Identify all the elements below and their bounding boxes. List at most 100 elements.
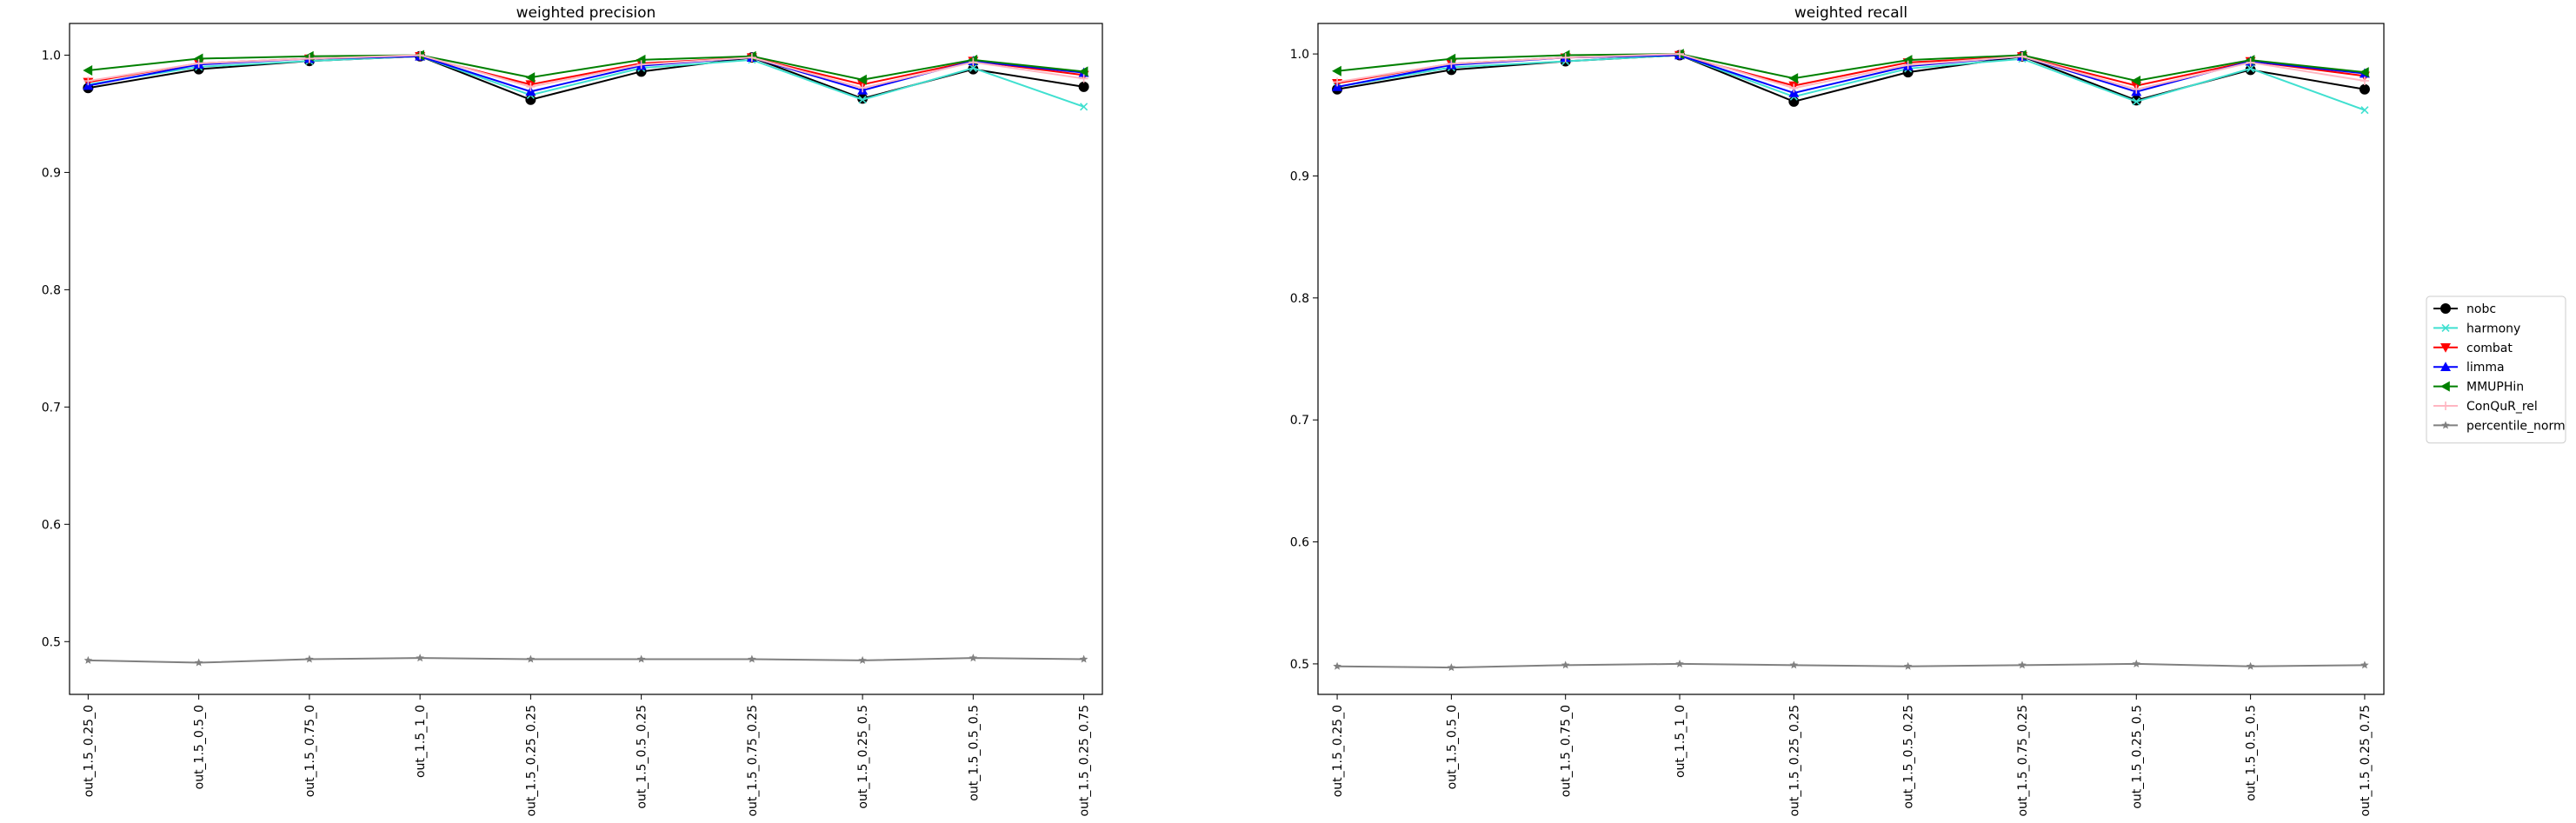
data-point [2132,97,2140,106]
data-point [1903,661,1913,670]
y-tick-label: 0.9 [42,166,61,180]
plot-frame [1317,23,2385,695]
data-point [194,58,203,68]
legend-item-harmony: harmony [2433,322,2520,335]
x-tick-label: out_1.5_0.25_0.25 [524,705,538,817]
data-point [525,94,536,105]
data-point [83,64,93,76]
data-point [416,654,424,662]
data-point [1333,661,1341,670]
x-tick-label: out_1.5_0.5_0.25 [1902,705,1916,809]
data-point [2247,64,2255,73]
data-point [1675,659,1684,667]
data-point [1675,50,1685,59]
y-tick-label: 0.6 [1290,536,1309,550]
legend-item-ConQuR_rel: ConQuR_rel [2433,400,2538,414]
data-point [525,72,536,83]
legend-marker [2441,323,2450,332]
y-tick-label: 0.5 [42,635,61,649]
data-point [2131,75,2141,86]
x-tick-label: out_1.5_1_0 [1674,705,1687,778]
x-tick-label: out_1.5_0.25_0.25 [1787,705,1801,817]
legend-box [2426,295,2566,444]
data-point [636,60,646,70]
legend-label: ConQuR_rel [2466,400,2538,414]
data-point [748,654,756,663]
series-line [1336,53,2366,90]
y-tick-label: 0.5 [1290,658,1309,672]
data-point [1789,83,1799,93]
data-point [2359,67,2369,78]
legend-marker [2440,303,2451,314]
data-point [2360,106,2369,115]
legend: nobc harmony combat limma MMUPHin ConQuR_relp… [2426,295,2566,444]
chart-title: weighted recall [1794,4,1907,22]
x-tick-label: out_1.5_0.75_0 [303,705,317,797]
data-point [1447,59,1456,69]
legend-label: limma [2466,361,2505,375]
data-point [968,654,978,662]
data-point [526,82,536,91]
data-point [2246,57,2255,67]
y-tick-label: 0.9 [1290,169,1309,183]
data-point [1446,53,1456,64]
x-tick-label: out_1.5_0.75_0.25 [746,705,760,817]
data-point [1447,663,1456,672]
x-tick-label: out_1.5_1_0 [414,705,428,778]
data-point [1788,88,1800,97]
legend-marker [2440,381,2450,392]
data-point [304,54,314,63]
y-tick-label: 0.7 [1290,414,1309,428]
series-line [88,657,1084,664]
data-point [1332,81,1343,91]
data-point [1561,53,1570,63]
data-point [1788,96,1800,107]
y-tick-label: 1.0 [42,49,61,63]
legend-label: combat [2466,342,2513,355]
data-point [193,53,203,64]
legend-item-nobc: nobc [2433,302,2496,316]
legend-marker [2440,343,2451,353]
chart-panel-1: weighted precision 0.5 0.6 0.7 0.8 0.9 1.0 out_… [42,4,1103,817]
legend-marker [2441,421,2450,429]
legend-marker [2440,362,2451,371]
data-point [2017,51,2027,61]
data-point [2132,84,2141,94]
data-point [857,74,867,85]
x-tick-label: out_1.5_0.25_0 [82,705,96,797]
legend-label: nobc [2466,302,2496,316]
data-point [416,50,425,60]
data-point [305,654,314,663]
series-ConQuR_rel [83,50,1088,93]
data-point [1079,74,1088,83]
data-point [747,53,756,63]
legend-item-combat: combat [2433,342,2513,355]
chart-title: weighted precision [516,4,656,22]
series-ConQuR_rel [1333,50,2369,94]
data-point [1789,660,1799,669]
legend-marker [2441,402,2450,410]
x-tick-label: out_1.5_0.5_0 [1445,705,1459,789]
y-tick-label: 1.0 [1290,48,1309,62]
series-line [88,54,1084,90]
data-point [636,654,646,663]
data-point [1561,660,1570,669]
data-point [1333,77,1342,87]
x-tick-label: out_1.5_0.75_0.25 [2016,705,2030,817]
legend-label: percentile_norm [2466,419,2566,433]
data-point [83,76,93,86]
series-MMUPHin [83,50,1088,85]
data-point [968,57,978,67]
data-point [194,658,203,667]
series-percentile_norm [1333,659,2369,672]
data-point [2246,661,2255,670]
data-point [2132,659,2141,667]
x-tick-label: out_1.5_0.25_0.5 [856,705,870,809]
legend-item-limma: limma [2433,361,2505,375]
x-tick-label: out_1.5_0.25_0 [1331,705,1345,797]
chart-panel-2: weighted recall 0.5 0.6 0.7 0.8 0.9 1.0 out_1.5… [1290,4,2385,817]
data-point [1078,66,1088,77]
x-tick-label: out_1.5_0.5_0.25 [636,705,649,809]
data-point [1903,60,1913,70]
